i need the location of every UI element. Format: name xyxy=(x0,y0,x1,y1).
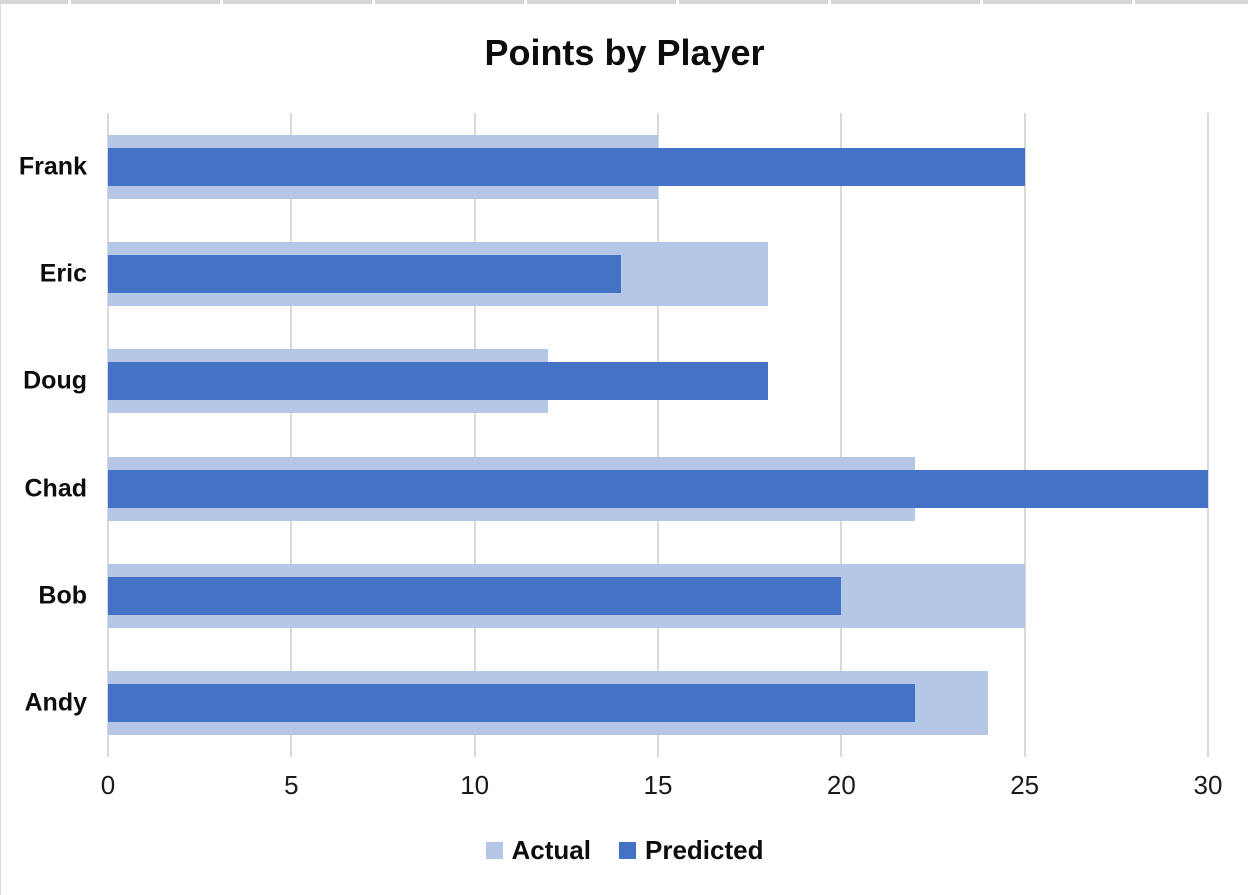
bar-row: Chad xyxy=(25,435,1208,542)
legend-swatch-icon xyxy=(485,841,503,859)
category-label: Andy xyxy=(24,688,88,717)
legend-label: Predicted xyxy=(644,835,764,865)
predicted-bar[interactable] xyxy=(108,576,842,615)
x-axis-tick-label: 5 xyxy=(284,770,299,800)
gridline xyxy=(657,113,659,757)
predicted-bar[interactable] xyxy=(108,147,1025,186)
predicted-bar[interactable] xyxy=(108,254,622,293)
chart-canvas[interactable]: Points by Player Frank Eric Doug Chad Bob And… xyxy=(0,4,1248,895)
gridline xyxy=(1023,113,1026,757)
category-label: Eric xyxy=(39,259,87,288)
legend-item-predicted[interactable]: Predicted xyxy=(618,835,764,865)
gridline xyxy=(1207,113,1209,757)
x-axis-tick-label: 20 xyxy=(826,770,856,800)
spreadsheet-cells-strip xyxy=(0,0,1248,4)
category-label: Doug xyxy=(23,366,87,395)
gridline xyxy=(840,113,843,757)
gridline xyxy=(290,113,293,757)
legend-item-actual[interactable]: Actual xyxy=(485,835,591,865)
x-axis-tick-label: 30 xyxy=(1193,770,1223,800)
legend-swatch-icon xyxy=(618,841,636,859)
bar-row: Frank xyxy=(19,113,1208,220)
x-axis-tick-label: 15 xyxy=(643,770,673,800)
predicted-bar[interactable] xyxy=(108,469,1208,508)
bar-row: Bob xyxy=(38,542,1208,649)
gridline xyxy=(107,113,109,757)
predicted-bar[interactable] xyxy=(108,684,915,723)
bar-row: Andy xyxy=(25,650,1208,757)
category-label: Frank xyxy=(18,152,87,181)
x-axis-tick-label: 10 xyxy=(460,770,490,800)
legend: Actual Predicted xyxy=(1,837,1248,863)
bar-row: Eric xyxy=(40,220,1208,327)
x-axis-tick-label: 0 xyxy=(100,770,116,800)
predicted-bar[interactable] xyxy=(108,362,768,401)
bar-rows: Frank Eric Doug Chad Bob Andy xyxy=(19,113,1208,757)
bar-row: Doug xyxy=(23,328,1208,435)
legend-label: Actual xyxy=(511,835,591,865)
category-label: Chad xyxy=(24,474,88,503)
chart-title[interactable]: Points by Player xyxy=(484,32,765,73)
gridline xyxy=(473,113,476,757)
x-axis-tick-labels: 0 5 10 15 20 25 30 xyxy=(101,768,1223,802)
category-label: Bob xyxy=(38,581,87,610)
x-axis-tick-label: 25 xyxy=(1010,770,1040,800)
plot-area: Frank Eric Doug Chad Bob Andy xyxy=(19,113,1209,757)
